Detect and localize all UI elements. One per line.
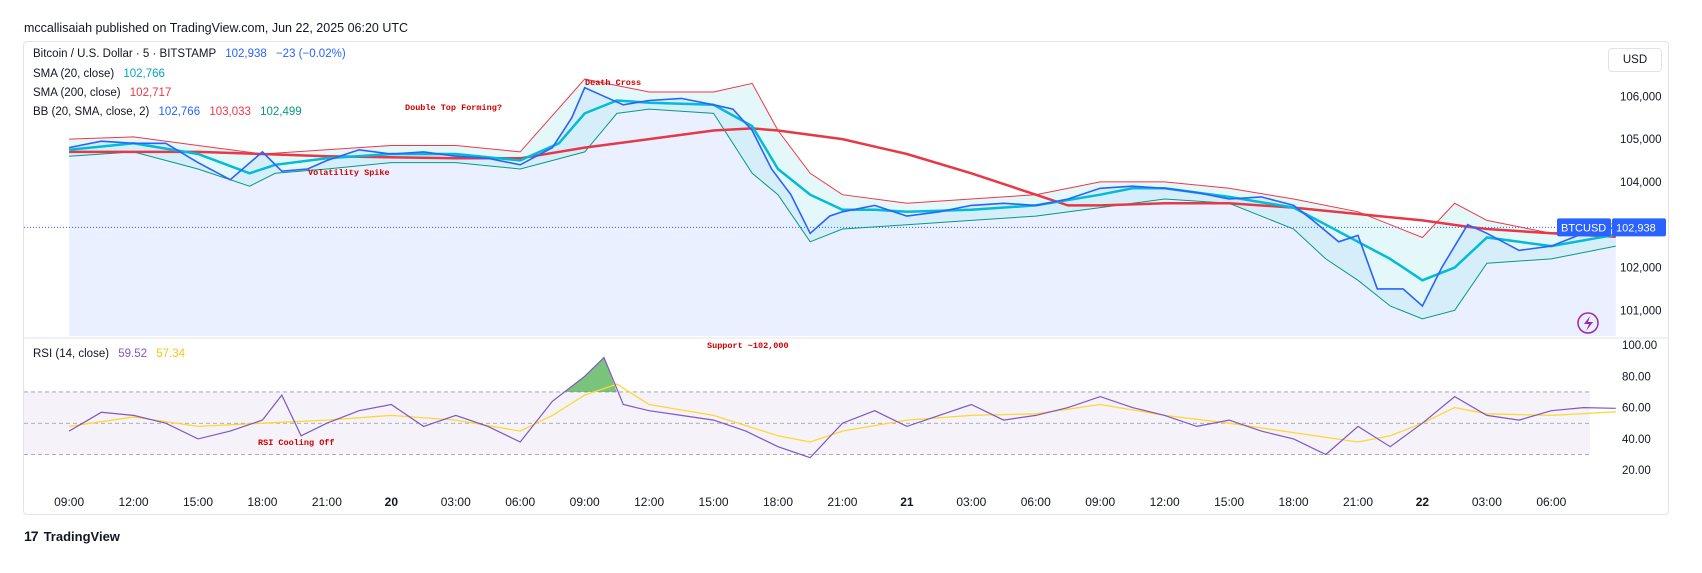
time-axis-tick: 20: [385, 495, 399, 509]
legend-price: 102,938: [225, 48, 267, 60]
price-tag-value-bg: [1612, 218, 1666, 237]
currency-button[interactable]: USD: [1608, 48, 1662, 72]
time-axis-tick: 12:00: [119, 495, 149, 509]
time-axis-tick: 22: [1416, 495, 1430, 509]
tradingview-footer[interactable]: 17 TradingView: [24, 528, 120, 544]
rsi-ma-line: [69, 383, 1616, 443]
rsi-axis-tick: 100.00: [1622, 340, 1657, 352]
annotation-rsi-cooling: RSI Cooling Off: [258, 438, 335, 448]
time-axis-tick: 21:00: [827, 495, 857, 509]
time-axis-tick: 21:00: [1343, 495, 1373, 509]
annotation-death-cross: Death Cross: [585, 78, 641, 88]
legend-symbol-row[interactable]: Bitcoin / U.S. Dollar · 5 · BITSTAMP 102…: [33, 48, 346, 60]
legend-rsi-label: RSI (14, close): [33, 348, 110, 360]
time-axis-tick: 03:00: [956, 495, 986, 509]
price-axis-tick: 106,000: [1620, 91, 1662, 103]
time-axis-tick: 06:00: [1536, 495, 1566, 509]
price-tag-symbol: BTCUSD: [1561, 222, 1606, 234]
rsi-axis-tick: 80.00: [1622, 371, 1651, 383]
price-pane: [24, 78, 1617, 336]
legend-rsi-value: 59.52: [118, 348, 148, 360]
price-line: [68, 86, 1616, 308]
rsi-axis-tick: 40.00: [1622, 434, 1651, 446]
annotation-support: Support ~102,000: [707, 341, 789, 351]
legend-sma20-value: 102,766: [123, 68, 165, 80]
legend-symbol: Bitcoin / U.S. Dollar · 5 · BITSTAMP: [33, 48, 216, 60]
published-header: mccallisaiah published on TradingView.co…: [24, 21, 409, 35]
rsi-axis-tick: 60.00: [1622, 403, 1651, 415]
time-axis-tick: 09:00: [54, 495, 84, 509]
legend-bb-lower: 102,499: [260, 106, 302, 118]
legend-sma20-row[interactable]: SMA (20, close) 102,766: [33, 68, 165, 80]
time-axis-tick: 18:00: [247, 495, 277, 509]
price-tag-symbol-bg: [1557, 218, 1611, 237]
legend-bb-row[interactable]: BB (20, SMA, close, 2) 102,766 103,033 1…: [33, 106, 302, 118]
tradingview-brand: TradingView: [43, 528, 120, 544]
time-axis-tick: 15:00: [699, 495, 729, 509]
time-axis-tick: 06:00: [505, 495, 535, 509]
bb-upper-line: [69, 78, 1616, 239]
tradingview-logo-icon: 17: [24, 528, 39, 544]
time-axis-tick: 09:00: [1085, 495, 1115, 509]
time-axis-tick: 18:00: [763, 495, 793, 509]
price-axis-tick: 101,000: [1620, 305, 1662, 317]
rsi-pane: [24, 356, 1616, 459]
legend-sma20-label: SMA (20, close): [33, 68, 115, 80]
time-axis-tick: 18:00: [1279, 495, 1309, 509]
legend-bb-upper: 103,033: [209, 106, 251, 118]
legend-sma200-value: 102,717: [129, 87, 172, 99]
annotation-volatility: Volatility Spike: [308, 168, 390, 178]
replay-bolt-icon: [1584, 316, 1593, 331]
rsi-overbought-fill: [565, 357, 617, 392]
rsi-axis-tick: 20.00: [1622, 465, 1651, 477]
chart-frame[interactable]: [23, 41, 1669, 515]
time-axis-tick: 15:00: [1214, 495, 1244, 509]
price-axis-tick: 104,000: [1620, 177, 1662, 189]
legend-sma200-row[interactable]: SMA (200, close) 102,717: [33, 87, 171, 99]
time-axis-tick: 12:00: [1150, 495, 1180, 509]
price-axis-tick: 105,000: [1620, 134, 1662, 146]
legend-bb-basis: 102,766: [158, 106, 201, 118]
price-tag-value: 102,938: [1616, 222, 1656, 234]
axes: 106,000105,000104,000103,000102,000101,0…: [23, 91, 1669, 509]
legend-change: −23 (−0.02%): [275, 48, 346, 60]
legend-rsi-ma-value: 57.34: [156, 348, 186, 360]
time-axis-tick: 03:00: [441, 495, 471, 509]
bb-band: [69, 79, 1616, 319]
annotation-double-top: Double Top Forming?: [405, 103, 502, 113]
price-axis-tick: 102,000: [1620, 263, 1662, 275]
bb-lower-line: [69, 108, 1616, 320]
time-axis-tick: 15:00: [183, 495, 213, 509]
time-axis-tick: 12:00: [634, 495, 664, 509]
annotations: Death Cross Double Top Forming? Volatili…: [258, 78, 789, 448]
sma200-line: [69, 127, 1616, 239]
time-axis-tick: 06:00: [1021, 495, 1051, 509]
legend-bb-label: BB (20, SMA, close, 2): [33, 106, 150, 118]
time-axis-tick: 09:00: [570, 495, 600, 509]
time-axis-tick: 03:00: [1472, 495, 1502, 509]
legend-sma200-label: SMA (200, close): [33, 87, 121, 99]
legend-rsi-row[interactable]: RSI (14, close) 59.52 57.34: [33, 348, 185, 360]
rsi-line: [68, 356, 1616, 459]
replay-icon: [1577, 312, 1599, 334]
time-axis-tick: 21: [900, 495, 914, 509]
time-axis-tick: 21:00: [312, 495, 342, 509]
